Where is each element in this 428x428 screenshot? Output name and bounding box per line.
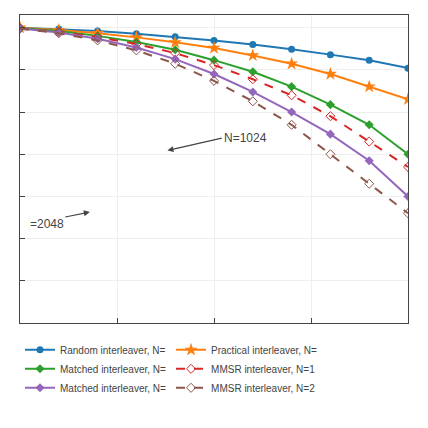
svg-text:MMSR interleaver, N=1: MMSR interleaver, N=1 [211,364,315,375]
svg-text:Random interleaver, N=: Random interleaver, N= [60,345,165,356]
svg-text:Practical interleaver, N=: Practical interleaver, N= [211,345,317,356]
svg-text:MMSR interleaver, N=2: MMSR interleaver, N=2 [211,383,315,394]
svg-text:N=1024: N=1024 [224,131,267,145]
svg-text:Matched interleaver, N=: Matched interleaver, N= [60,364,166,375]
svg-text:Matched interleaver, N=: Matched interleaver, N= [60,383,166,394]
svg-text:=2048: =2048 [30,217,64,231]
